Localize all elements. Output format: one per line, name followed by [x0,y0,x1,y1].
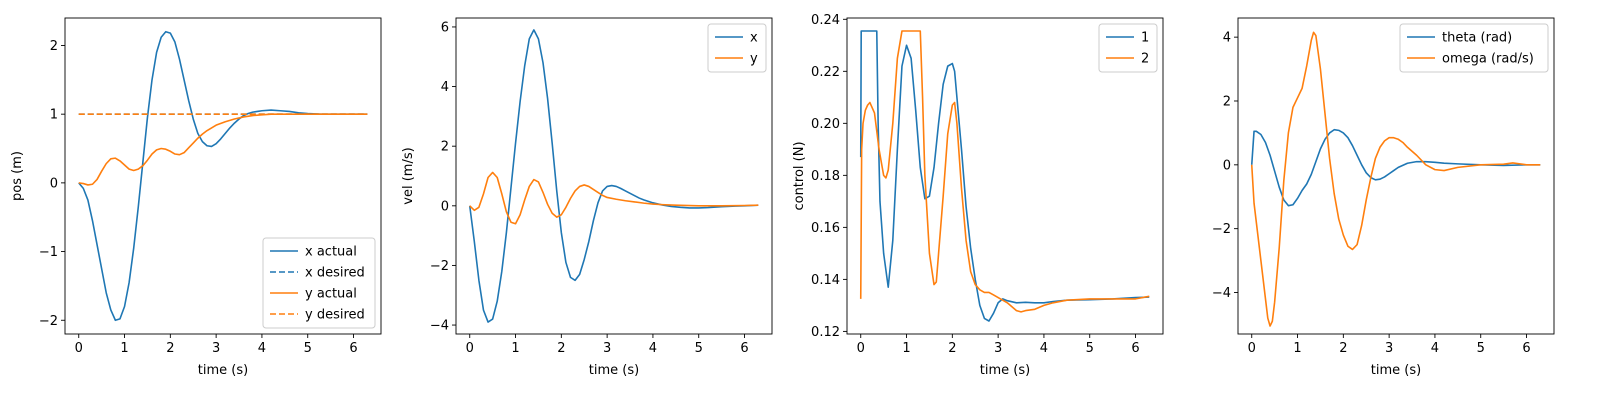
series-line-2 [859,30,1150,313]
y-tick-label: 0 [1223,158,1231,173]
y-axis-label: control (N) [792,141,807,210]
y-tick-label: 6 [441,20,449,35]
y-tick-label: 4 [1223,31,1231,46]
y-axis-label: pos (m) [10,151,25,201]
y-tick-label: 0 [50,176,58,191]
chart-panel-1: 0 1 2 3 4 5 6 −2 −1 0 1 2 time (s) pos (m) x actual x d… [10,17,382,378]
legend-box [1098,23,1158,73]
y-tick-label: 2 [441,140,449,155]
x-tick-label: 3 [212,341,220,356]
y-tick-label: 0.16 [811,221,840,236]
y-tick-label: 2 [1223,94,1231,109]
y-axis-label: vel (m/s) [401,147,416,204]
y-tick-label: −2 [1212,222,1231,237]
x-tick-label: 4 [1431,341,1439,356]
plot-frame [64,17,382,335]
plot-frame [1237,17,1555,335]
legend: xy [707,23,767,73]
x-tick-label: 5 [1086,341,1094,356]
x-tick-label: 0 [1248,341,1256,356]
y-tick-label: 2 [50,39,58,54]
y-tick-label: 0.14 [811,273,840,288]
x-tick-label: 1 [902,341,910,356]
legend-label: y desired [305,308,365,323]
y-tick-label: −4 [430,319,449,334]
y-tick-label: −4 [1212,286,1231,301]
y-tick-label: 4 [441,80,449,95]
x-tick-label: 5 [695,341,703,356]
y-tick-label: 0.20 [811,117,840,132]
x-tick-label: 4 [649,341,657,356]
x-tick-label: 2 [557,341,565,356]
legend-label: y actual [305,287,357,302]
x-tick-label: 3 [1385,341,1393,356]
x-tick-label: 3 [603,341,611,356]
y-tick-label: −2 [430,259,449,274]
chart-panel-3: 0 1 2 3 4 5 60.120.140.160.180.200.220.24time … [792,13,1164,378]
x-tick-label: 6 [349,341,357,356]
legend: x actual x desired y actual y desired [262,237,376,329]
x-tick-label: 0 [466,341,474,356]
legend-label: 1 [1141,31,1149,46]
y-tick-label: 0.18 [811,169,840,184]
x-tick-label: 2 [166,341,174,356]
x-tick-label: 2 [1339,341,1347,356]
legend-box [1399,23,1549,73]
series-line-x [468,29,759,323]
x-tick-label: 1 [511,341,519,356]
y-tick-label: 0.24 [811,13,840,28]
plot-frame [846,17,1164,335]
x-tick-label: 5 [304,341,312,356]
series-line-y [469,171,759,225]
plot-frame [455,17,773,335]
x-tick-label: 6 [740,341,748,356]
legend-label: x desired [305,266,365,281]
x-tick-label: 6 [1131,341,1139,356]
series-line-theta-rad- [1250,128,1541,207]
legend-label: y [750,52,758,67]
x-tick-label: 5 [1477,341,1485,356]
x-tick-label: 4 [258,341,266,356]
legend-label: theta (rad) [1442,31,1512,46]
legend: theta (rad) omega (rad/s) [1399,23,1549,73]
x-axis-label: time (s) [589,363,639,378]
series-line-y-actual [78,113,368,186]
y-tick-label: −2 [39,314,58,329]
x-axis-label: time (s) [1371,363,1421,378]
legend-label: x [750,31,758,46]
y-tick-label: 1 [50,108,58,123]
x-tick-label: 0 [75,341,83,356]
legend-box [262,237,376,329]
x-tick-label: 1 [120,341,128,356]
legend-label: 2 [1141,52,1149,67]
x-tick-label: 2 [948,341,956,356]
legend: 12 [1098,23,1158,73]
y-tick-label: −1 [39,245,58,260]
x-axis-label: time (s) [198,363,248,378]
x-tick-label: 6 [1522,341,1530,356]
x-tick-label: 0 [857,341,865,356]
x-tick-label: 1 [1293,341,1301,356]
x-tick-label: 3 [994,341,1002,356]
chart-panel-2: 0 1 2 3 4 5 6 −4 −2 0 2 4 6 time (s) vel (m/s) xy [401,17,773,378]
y-tick-label: 0.12 [811,325,840,340]
x-axis-label: time (s) [980,363,1030,378]
series-line-1 [859,30,1150,322]
legend-label: omega (rad/s) [1442,52,1534,67]
y-tick-label: 0 [441,199,449,214]
x-tick-label: 4 [1040,341,1048,356]
y-tick-label: 0.22 [811,65,840,80]
series-line-omega-rad-s- [1250,31,1541,327]
series-line-x-actual [78,30,368,322]
chart-panel-4: 0 1 2 3 4 5 6 −4 −2 0 2 4 time (s) theta (rad) omega (… [1212,17,1555,378]
legend-label: x actual [305,245,357,260]
legend-box [707,23,767,73]
